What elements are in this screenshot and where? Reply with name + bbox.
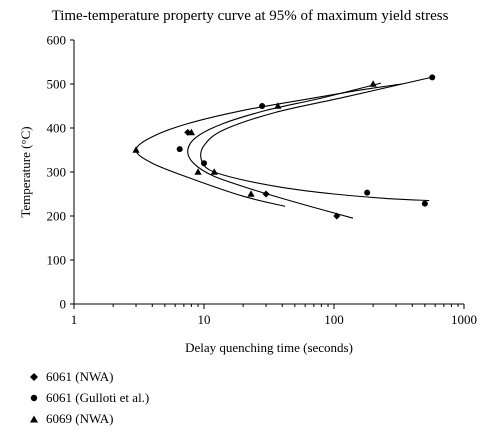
legend: 6061 (NWA) 6061 (Gulloti et al.) 6069 (N… — [28, 366, 149, 429]
data-point-circle — [364, 189, 371, 196]
data-point-triangle — [210, 168, 218, 175]
data-point-circle — [259, 103, 266, 109]
x-axis-label: Delay quenching time (seconds) — [185, 340, 353, 355]
circle-marker-icon — [30, 394, 38, 401]
legend-item-6061-nwa: 6061 (NWA) — [28, 366, 149, 387]
series-curve-1 — [200, 76, 432, 202]
y-tick-label: 200 — [47, 209, 67, 224]
x-tick-label: 1 — [71, 312, 78, 327]
data-point-circle — [176, 146, 183, 153]
data-point-diamond — [262, 190, 270, 198]
data-point-triangle — [194, 168, 202, 175]
chart-title: Time-temperature property curve at 95% o… — [51, 8, 449, 24]
points-group — [132, 74, 436, 220]
y-axis-label: Temperature (°C) — [18, 126, 33, 217]
legend-label: 6061 (NWA) — [46, 368, 114, 384]
diamond-marker-icon — [30, 372, 38, 381]
data-point-diamond — [333, 212, 341, 220]
legend-item-6061-gulloti: 6061 (Gulloti et al.) — [28, 387, 149, 408]
series-curve-2 — [135, 83, 402, 207]
y-tick-label: 600 — [47, 33, 67, 48]
y-tick-label: 500 — [47, 77, 67, 92]
y-tick-label: 100 — [47, 253, 67, 268]
triangle-marker-icon — [30, 415, 38, 422]
x-tick-label: 10 — [198, 312, 211, 327]
y-tick-label: 400 — [47, 121, 67, 136]
data-point-circle — [201, 160, 207, 167]
legend-label: 6061 (Gulloti et al.) — [46, 389, 150, 405]
data-point-circle — [429, 74, 436, 81]
data-point-triangle — [247, 190, 255, 197]
x-tick-label: 1000 — [451, 312, 477, 327]
data-point-triangle — [369, 80, 377, 87]
series-curve-0 — [187, 82, 382, 219]
y-tick-label: 300 — [47, 165, 67, 180]
data-point-triangle — [132, 146, 140, 153]
legend-label: 6069 (NWA) — [46, 410, 114, 426]
legend-item-6069-nwa: 6069 (NWA) — [28, 408, 149, 429]
axes-group: 0 100 200 300 400 500 600 1 10 100 1000 — [47, 33, 478, 328]
x-tick-label: 100 — [324, 312, 344, 327]
y-tick-label: 0 — [60, 297, 67, 312]
data-point-triangle — [187, 128, 196, 136]
data-point-circle — [421, 200, 428, 207]
data-point-triangle — [274, 102, 282, 109]
chart-plot: 0 100 200 300 400 500 600 1 10 100 1000 Delay quen… — [18, 33, 478, 356]
